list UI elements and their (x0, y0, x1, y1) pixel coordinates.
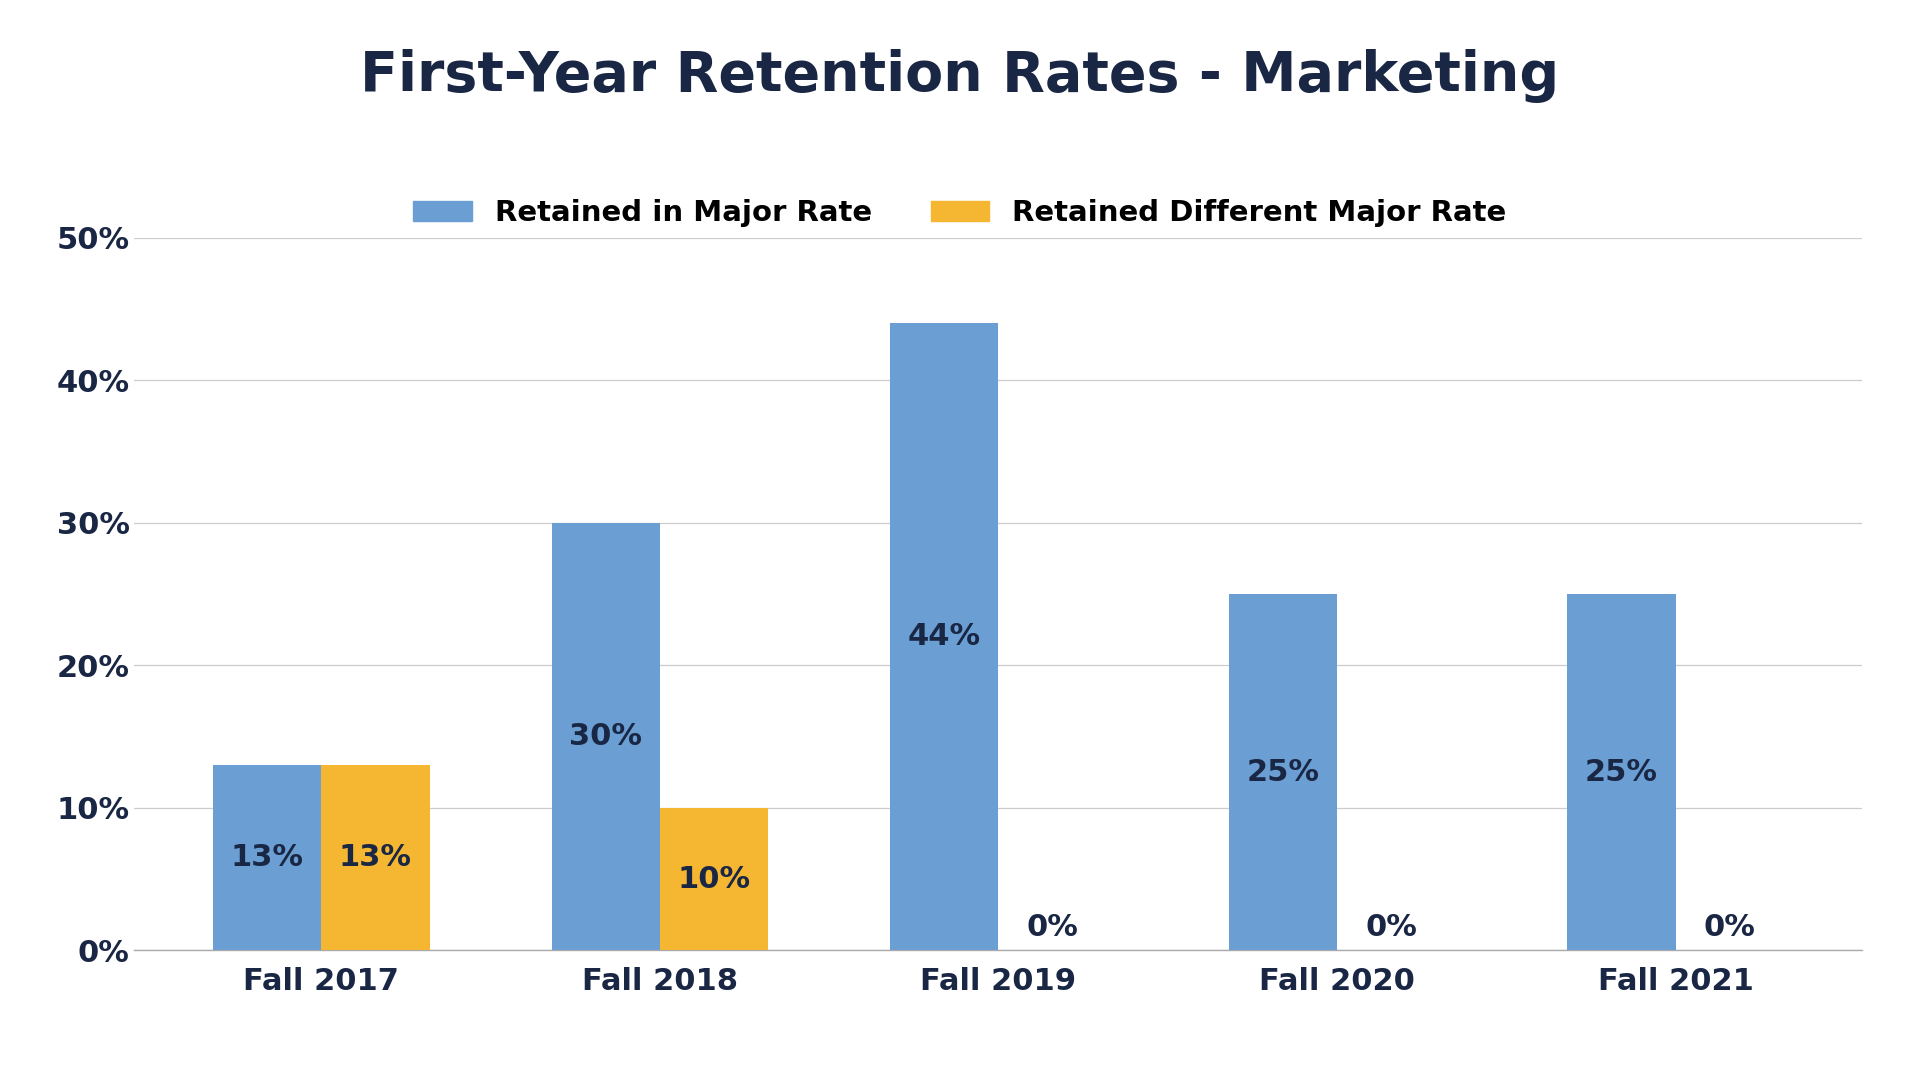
Text: 13%: 13% (340, 843, 413, 873)
Bar (551, 523, 660, 950)
Legend: Retained in Major Rate, Retained Different Major Rate: Retained in Major Rate, Retained Differe… (401, 188, 1519, 239)
Bar (1229, 594, 1336, 950)
Text: 44%: 44% (908, 622, 981, 651)
Bar (321, 765, 430, 950)
Text: First-Year Retention Rates - Marketing: First-Year Retention Rates - Marketing (361, 49, 1559, 103)
Text: 25%: 25% (1246, 758, 1319, 786)
Bar (213, 765, 321, 950)
Text: 30%: 30% (568, 723, 641, 751)
Text: 25%: 25% (1584, 758, 1657, 786)
Bar (660, 808, 768, 950)
Text: 0%: 0% (1703, 913, 1755, 942)
Text: 10%: 10% (678, 865, 751, 893)
Text: 0%: 0% (1027, 913, 1079, 942)
Text: 0%: 0% (1365, 913, 1417, 942)
Bar (891, 323, 998, 950)
Text: 13%: 13% (230, 843, 303, 873)
Bar (1567, 594, 1676, 950)
